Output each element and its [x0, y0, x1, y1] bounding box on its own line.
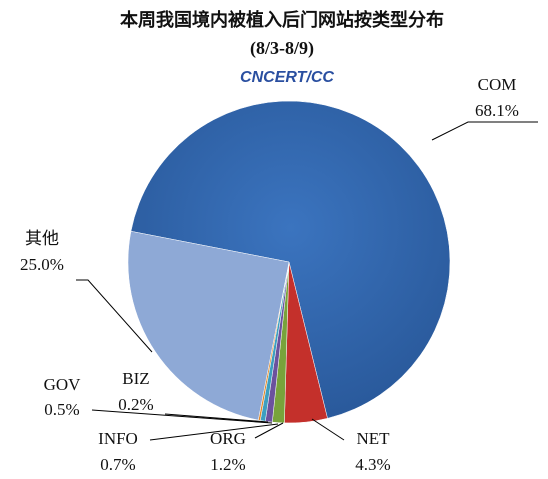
- value-label: 0.2%: [118, 395, 153, 414]
- value-label: 25.0%: [20, 255, 64, 274]
- slice-label: BIZ: [122, 369, 149, 388]
- pie-slice: [127, 230, 290, 421]
- slice-label: GOV: [44, 375, 82, 394]
- value-label: 0.5%: [44, 400, 79, 419]
- leader-line: [76, 279, 153, 353]
- logo: CNCERT/CC: [240, 69, 334, 86]
- pie-slice: [130, 100, 451, 419]
- leader-line: [431, 121, 538, 141]
- value-label: 4.3%: [355, 455, 390, 474]
- value-label: 0.7%: [100, 455, 135, 474]
- leader-line: [254, 422, 284, 439]
- chart-title: 本周我国境内被植入后门网站按类型分布: [120, 9, 444, 30]
- value-label: 1.2%: [210, 455, 245, 474]
- slice-label: NET: [356, 429, 390, 448]
- leader-line: [91, 409, 273, 424]
- leader-line: [149, 423, 279, 441]
- slice-label: ORG: [210, 429, 246, 448]
- slice-label: 其他: [25, 229, 59, 248]
- leader-line: [164, 413, 269, 423]
- slice-label: INFO: [98, 429, 138, 448]
- value-label: 68.1%: [475, 101, 519, 120]
- chart-subtitle: (8/3-8/9): [250, 38, 314, 59]
- leader-line: [311, 418, 345, 441]
- slice-label: COM: [478, 75, 517, 94]
